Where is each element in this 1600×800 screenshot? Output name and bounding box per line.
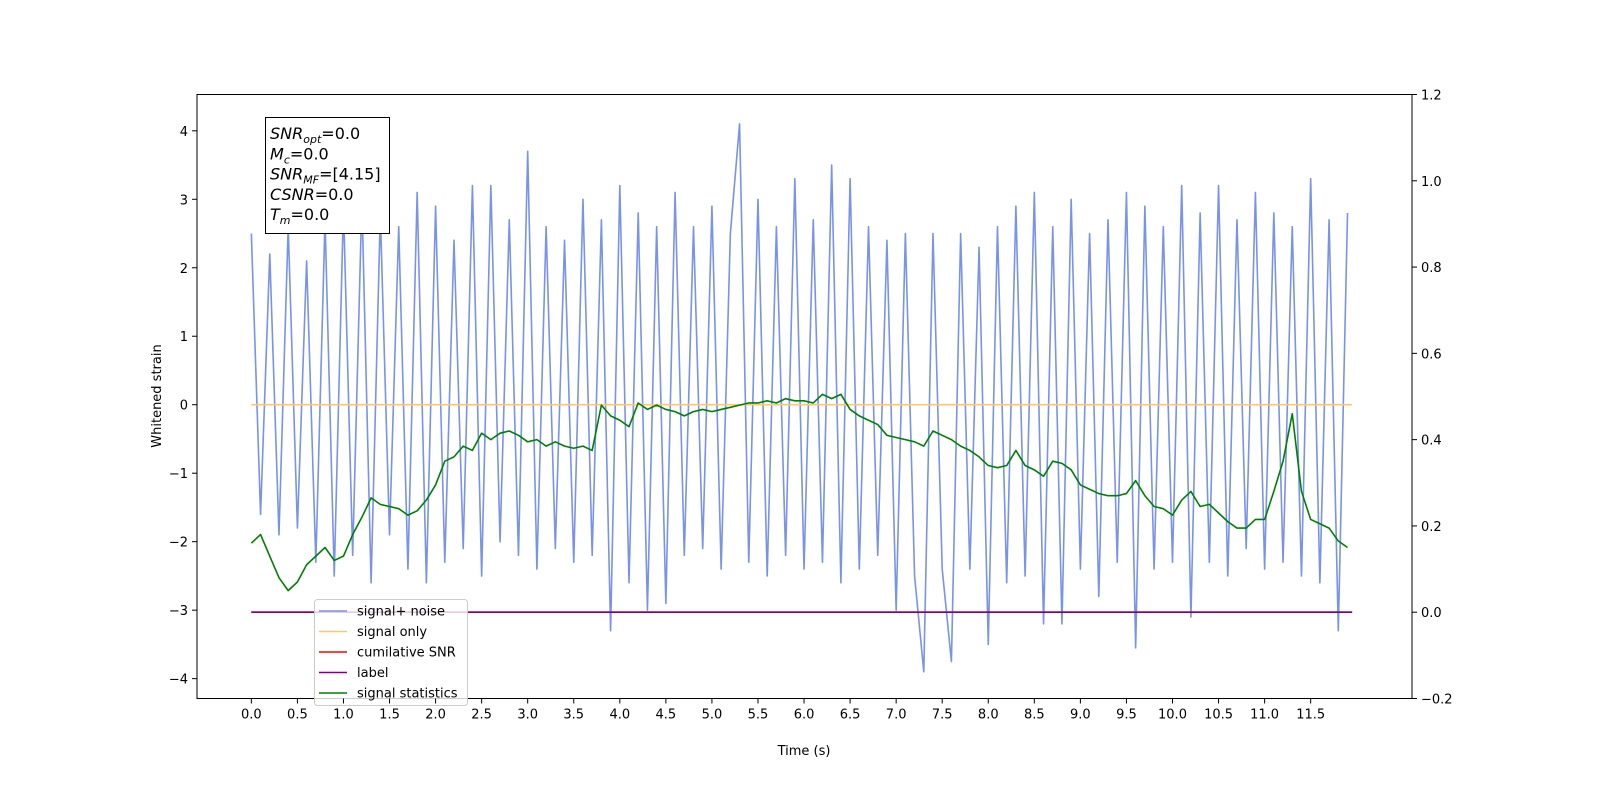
x-tick-label: 7.5 xyxy=(932,708,953,723)
annotation-rest: =0.0 xyxy=(291,205,330,224)
x-tick-label: 6.0 xyxy=(794,708,815,723)
annotation-sub: m xyxy=(280,214,291,227)
x-tick-label: 2.5 xyxy=(471,708,492,723)
x-tick-label: 1.0 xyxy=(333,708,354,723)
x-tick-label: 8.5 xyxy=(1024,708,1045,723)
y2-tick-label: 1.0 xyxy=(1421,175,1442,190)
x-tick-label: 9.0 xyxy=(1070,708,1091,723)
y-tick-label: 1 xyxy=(180,330,188,345)
series-line xyxy=(250,123,1349,673)
annotation-text: SNRopt=0.0 xyxy=(270,124,360,146)
annotation-base: T xyxy=(270,205,281,224)
x-tick-label: 2.0 xyxy=(425,708,446,723)
x-tick-label: 11.0 xyxy=(1250,708,1279,723)
annotation-text: CSNR=0.0 xyxy=(270,185,354,204)
x-tick-label: 1.5 xyxy=(379,708,400,723)
legend-label: signal only xyxy=(357,625,427,640)
legend-label: cumilative SNR xyxy=(357,646,456,661)
x-tick-label: 4.0 xyxy=(609,708,630,723)
x-tick-label: 3.0 xyxy=(517,708,538,723)
x-tick-label: 6.5 xyxy=(840,708,861,723)
y-tick-label: 3 xyxy=(180,193,188,208)
annotation-text: Tm=0.0 xyxy=(270,205,329,227)
legend-frame xyxy=(314,599,468,706)
series-line xyxy=(250,393,1348,592)
y-tick-label: 4 xyxy=(180,125,188,140)
annotation-box: SNRopt=0.0Mc=0.0SNRMF=[4.15]CSNR=0.0Tm=0… xyxy=(265,117,390,234)
legend-label: label xyxy=(357,666,388,681)
y-tick-label: −1 xyxy=(169,467,188,482)
x-tick-label: 10.5 xyxy=(1204,708,1233,723)
x-tick-label: 7.0 xyxy=(886,708,907,723)
annotation-rest: =0.0 xyxy=(290,144,329,163)
y-axis-label: Whitened strain xyxy=(150,344,165,447)
annotation-sub: c xyxy=(284,153,290,166)
y-tick-label: 0 xyxy=(180,399,188,414)
annotation-rest: =0.0 xyxy=(315,185,354,204)
annotation-base: SNR xyxy=(270,124,303,143)
y2-tick-label: 0.0 xyxy=(1421,606,1442,621)
annotation-text: SNRMF=[4.15] xyxy=(270,165,381,187)
annotation-base: M xyxy=(270,144,284,163)
legend-label: signal statistics xyxy=(357,687,458,702)
y-tick-label: −2 xyxy=(169,536,188,551)
annotation-sub: MF xyxy=(303,174,319,187)
x-tick-label: 9.5 xyxy=(1116,708,1137,723)
annotation-sub: opt xyxy=(303,133,322,146)
legend: signal+ noise signal only cumilative SNR la… xyxy=(314,599,468,706)
y2-tick-label: 0.4 xyxy=(1421,434,1442,449)
y2-tick-label: 0.2 xyxy=(1421,520,1442,535)
y2-tick-label: −0.2 xyxy=(1421,693,1453,708)
x-tick-label: 11.5 xyxy=(1296,708,1325,723)
x-axis-label: Time (s) xyxy=(777,744,831,759)
annotation-rest: =[4.15] xyxy=(319,165,381,184)
annotation-base: SNR xyxy=(270,165,303,184)
x-tick-label: 0.0 xyxy=(241,708,262,723)
y-tick-label: −3 xyxy=(169,604,188,619)
annotation-rest: =0.0 xyxy=(321,124,360,143)
y-tick-label: 2 xyxy=(180,262,188,277)
x-tick-label: 4.5 xyxy=(656,708,677,723)
y2-tick-label: 0.8 xyxy=(1421,261,1442,276)
x-tick-label: 3.5 xyxy=(563,708,584,723)
x-tick-label: 0.5 xyxy=(287,708,308,723)
x-tick-label: 10.0 xyxy=(1158,708,1187,723)
legend-label: signal+ noise xyxy=(357,605,445,620)
y2-tick-label: 1.2 xyxy=(1421,89,1442,104)
x-tick-label: 5.5 xyxy=(748,708,769,723)
y2-tick-label: 0.6 xyxy=(1421,347,1442,362)
annotation-text: Mc=0.0 xyxy=(270,144,329,166)
y-tick-label: −4 xyxy=(169,673,188,688)
annotation-frame xyxy=(265,117,390,234)
x-tick-label: 5.0 xyxy=(702,708,723,723)
x-tick-label: 8.0 xyxy=(978,708,999,723)
annotation-base: CSNR xyxy=(270,185,315,204)
